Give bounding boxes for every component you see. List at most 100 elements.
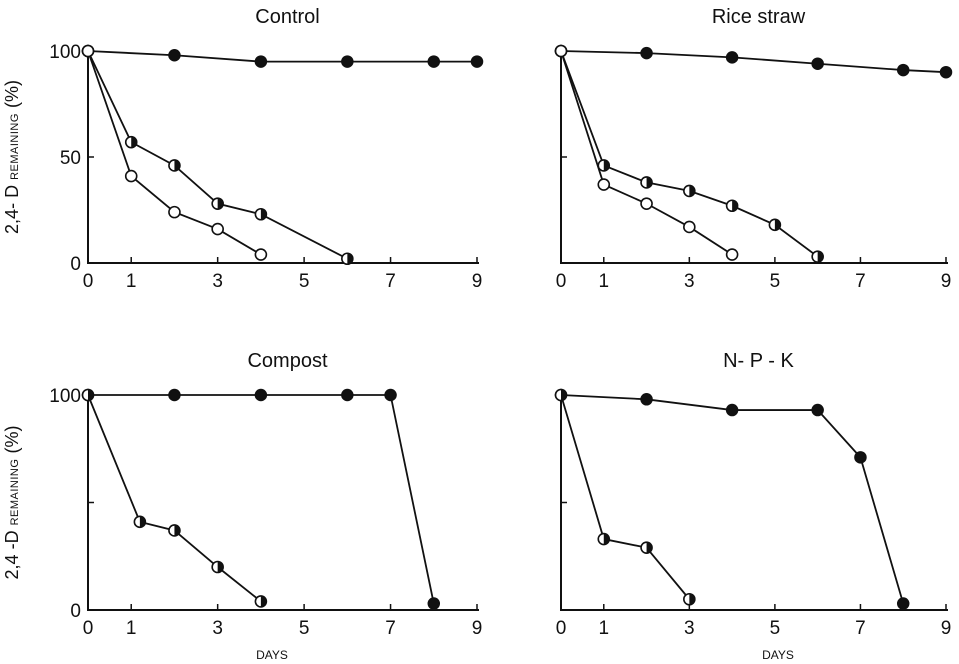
data-point <box>211 560 224 574</box>
data-point-half <box>174 524 180 536</box>
y-label-main: 2,4 -D <box>2 530 22 579</box>
series-open <box>81 44 268 261</box>
data-point-half <box>347 253 353 265</box>
data-point <box>683 220 696 234</box>
data-point <box>341 252 354 266</box>
panel-title: Compost <box>247 350 327 372</box>
data-point-half <box>774 219 781 231</box>
data-point-half <box>131 136 137 148</box>
series-line <box>87 50 477 63</box>
data-point <box>683 592 696 606</box>
y-label-unit: (%) <box>2 80 22 108</box>
data-point-half <box>217 561 224 573</box>
data-point <box>211 222 224 236</box>
x-tick-label: 7 <box>855 618 866 639</box>
data-point-half <box>174 159 180 171</box>
y-tick-label: 50 <box>60 148 81 169</box>
data-point <box>554 44 568 58</box>
data-point <box>168 524 181 537</box>
series-line <box>560 394 905 604</box>
series-open <box>554 44 739 261</box>
x-tick-label: 5 <box>770 271 781 292</box>
data-point <box>81 388 95 402</box>
y-label-unit: (%) <box>2 426 22 454</box>
x-tick-label: 5 <box>770 618 781 639</box>
x-tick-label: 1 <box>126 271 137 292</box>
data-point <box>725 403 739 417</box>
series-half <box>554 388 696 606</box>
data-point-half <box>646 542 653 554</box>
y-label-small: REMAINING <box>9 113 21 180</box>
data-point <box>254 55 268 68</box>
data-point <box>168 388 181 402</box>
x-tick-label: 0 <box>83 271 94 292</box>
data-point-half <box>732 200 738 212</box>
panel-title: Control <box>255 6 319 28</box>
data-point <box>811 57 824 70</box>
data-point <box>133 515 147 529</box>
data-point-half <box>689 593 695 605</box>
data-point <box>768 218 782 232</box>
series-filled <box>554 44 953 79</box>
series-filled <box>81 388 441 610</box>
data-point <box>124 135 138 149</box>
series-line <box>560 50 947 74</box>
x-axis-label: DAYS <box>256 648 288 662</box>
x-tick-label: 1 <box>598 618 609 639</box>
panel-4: N- P - K 0 1 3 5 7 9 DAYS <box>554 350 951 662</box>
data-point <box>597 532 611 546</box>
data-point <box>811 250 824 263</box>
x-tick-label: 3 <box>212 271 223 292</box>
data-point <box>254 207 268 221</box>
data-point-half <box>139 516 146 528</box>
series-line <box>87 50 348 260</box>
data-point <box>811 403 824 417</box>
x-tick-label: 3 <box>684 618 695 639</box>
panel-1: Control 0 1 3 5 7 9 0 50 100 2,4- D REMAINING (%) <box>2 6 484 292</box>
data-point <box>683 184 696 198</box>
data-point <box>124 169 138 183</box>
data-point-half <box>260 595 267 607</box>
data-point <box>640 393 653 406</box>
y-axis-label: 2,4 -D REMAINING (%) <box>2 426 22 580</box>
data-point <box>470 55 484 68</box>
panel-2: Rice straw 0 1 3 5 7 9 <box>554 6 953 292</box>
data-point <box>168 48 181 62</box>
x-tick-label: 7 <box>855 271 866 292</box>
data-point-half <box>88 389 94 401</box>
data-point-half <box>260 208 267 220</box>
panel-3: Compost 0 1 3 5 7 9 0 100 2,4 -D REMAINING (%) DAY… <box>2 350 482 662</box>
series-half <box>554 44 824 263</box>
data-point-half <box>561 389 567 401</box>
data-point <box>427 597 441 610</box>
data-point <box>640 197 653 210</box>
data-point <box>168 205 181 219</box>
data-point <box>725 199 739 213</box>
data-point <box>427 55 441 68</box>
data-point <box>254 388 268 402</box>
data-point <box>341 55 354 68</box>
x-tick-label: 5 <box>299 271 310 292</box>
x-tick-label: 0 <box>556 618 567 639</box>
data-point <box>254 248 268 261</box>
data-point <box>640 176 653 189</box>
data-point <box>939 65 953 79</box>
data-point <box>597 159 611 172</box>
x-tick-label: 3 <box>212 618 223 639</box>
panel-title: N- P - K <box>723 350 794 372</box>
series-filled <box>554 388 910 610</box>
data-point-half <box>817 251 824 263</box>
y-axis-label: 2,4- D REMAINING (%) <box>2 80 22 234</box>
x-tick-label: 7 <box>385 618 396 639</box>
series-line <box>560 50 733 256</box>
series-filled <box>81 44 484 68</box>
x-tick-label: 1 <box>598 271 609 292</box>
x-tick-label: 0 <box>556 271 567 292</box>
data-point <box>341 388 354 402</box>
y-tick-label: 100 <box>49 42 81 63</box>
y-tick-label: 0 <box>70 601 81 622</box>
data-point <box>211 197 224 210</box>
axes <box>560 389 948 611</box>
axes <box>87 389 479 611</box>
